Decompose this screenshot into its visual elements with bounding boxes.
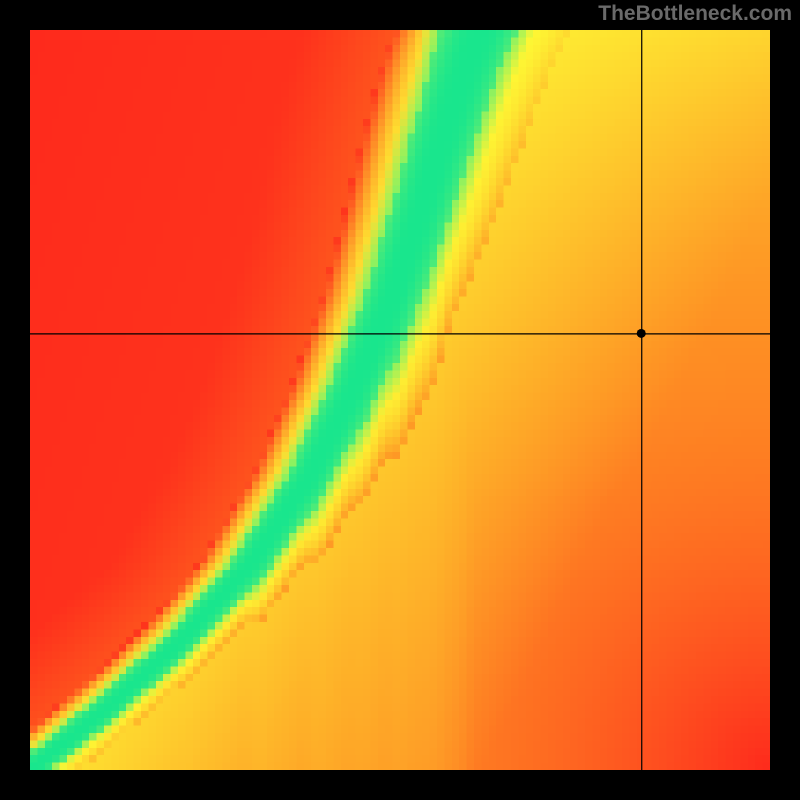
watermark-label: TheBottleneck.com [598,2,792,26]
chart-container: TheBottleneck.com [0,0,800,800]
heatmap-canvas [30,30,770,770]
